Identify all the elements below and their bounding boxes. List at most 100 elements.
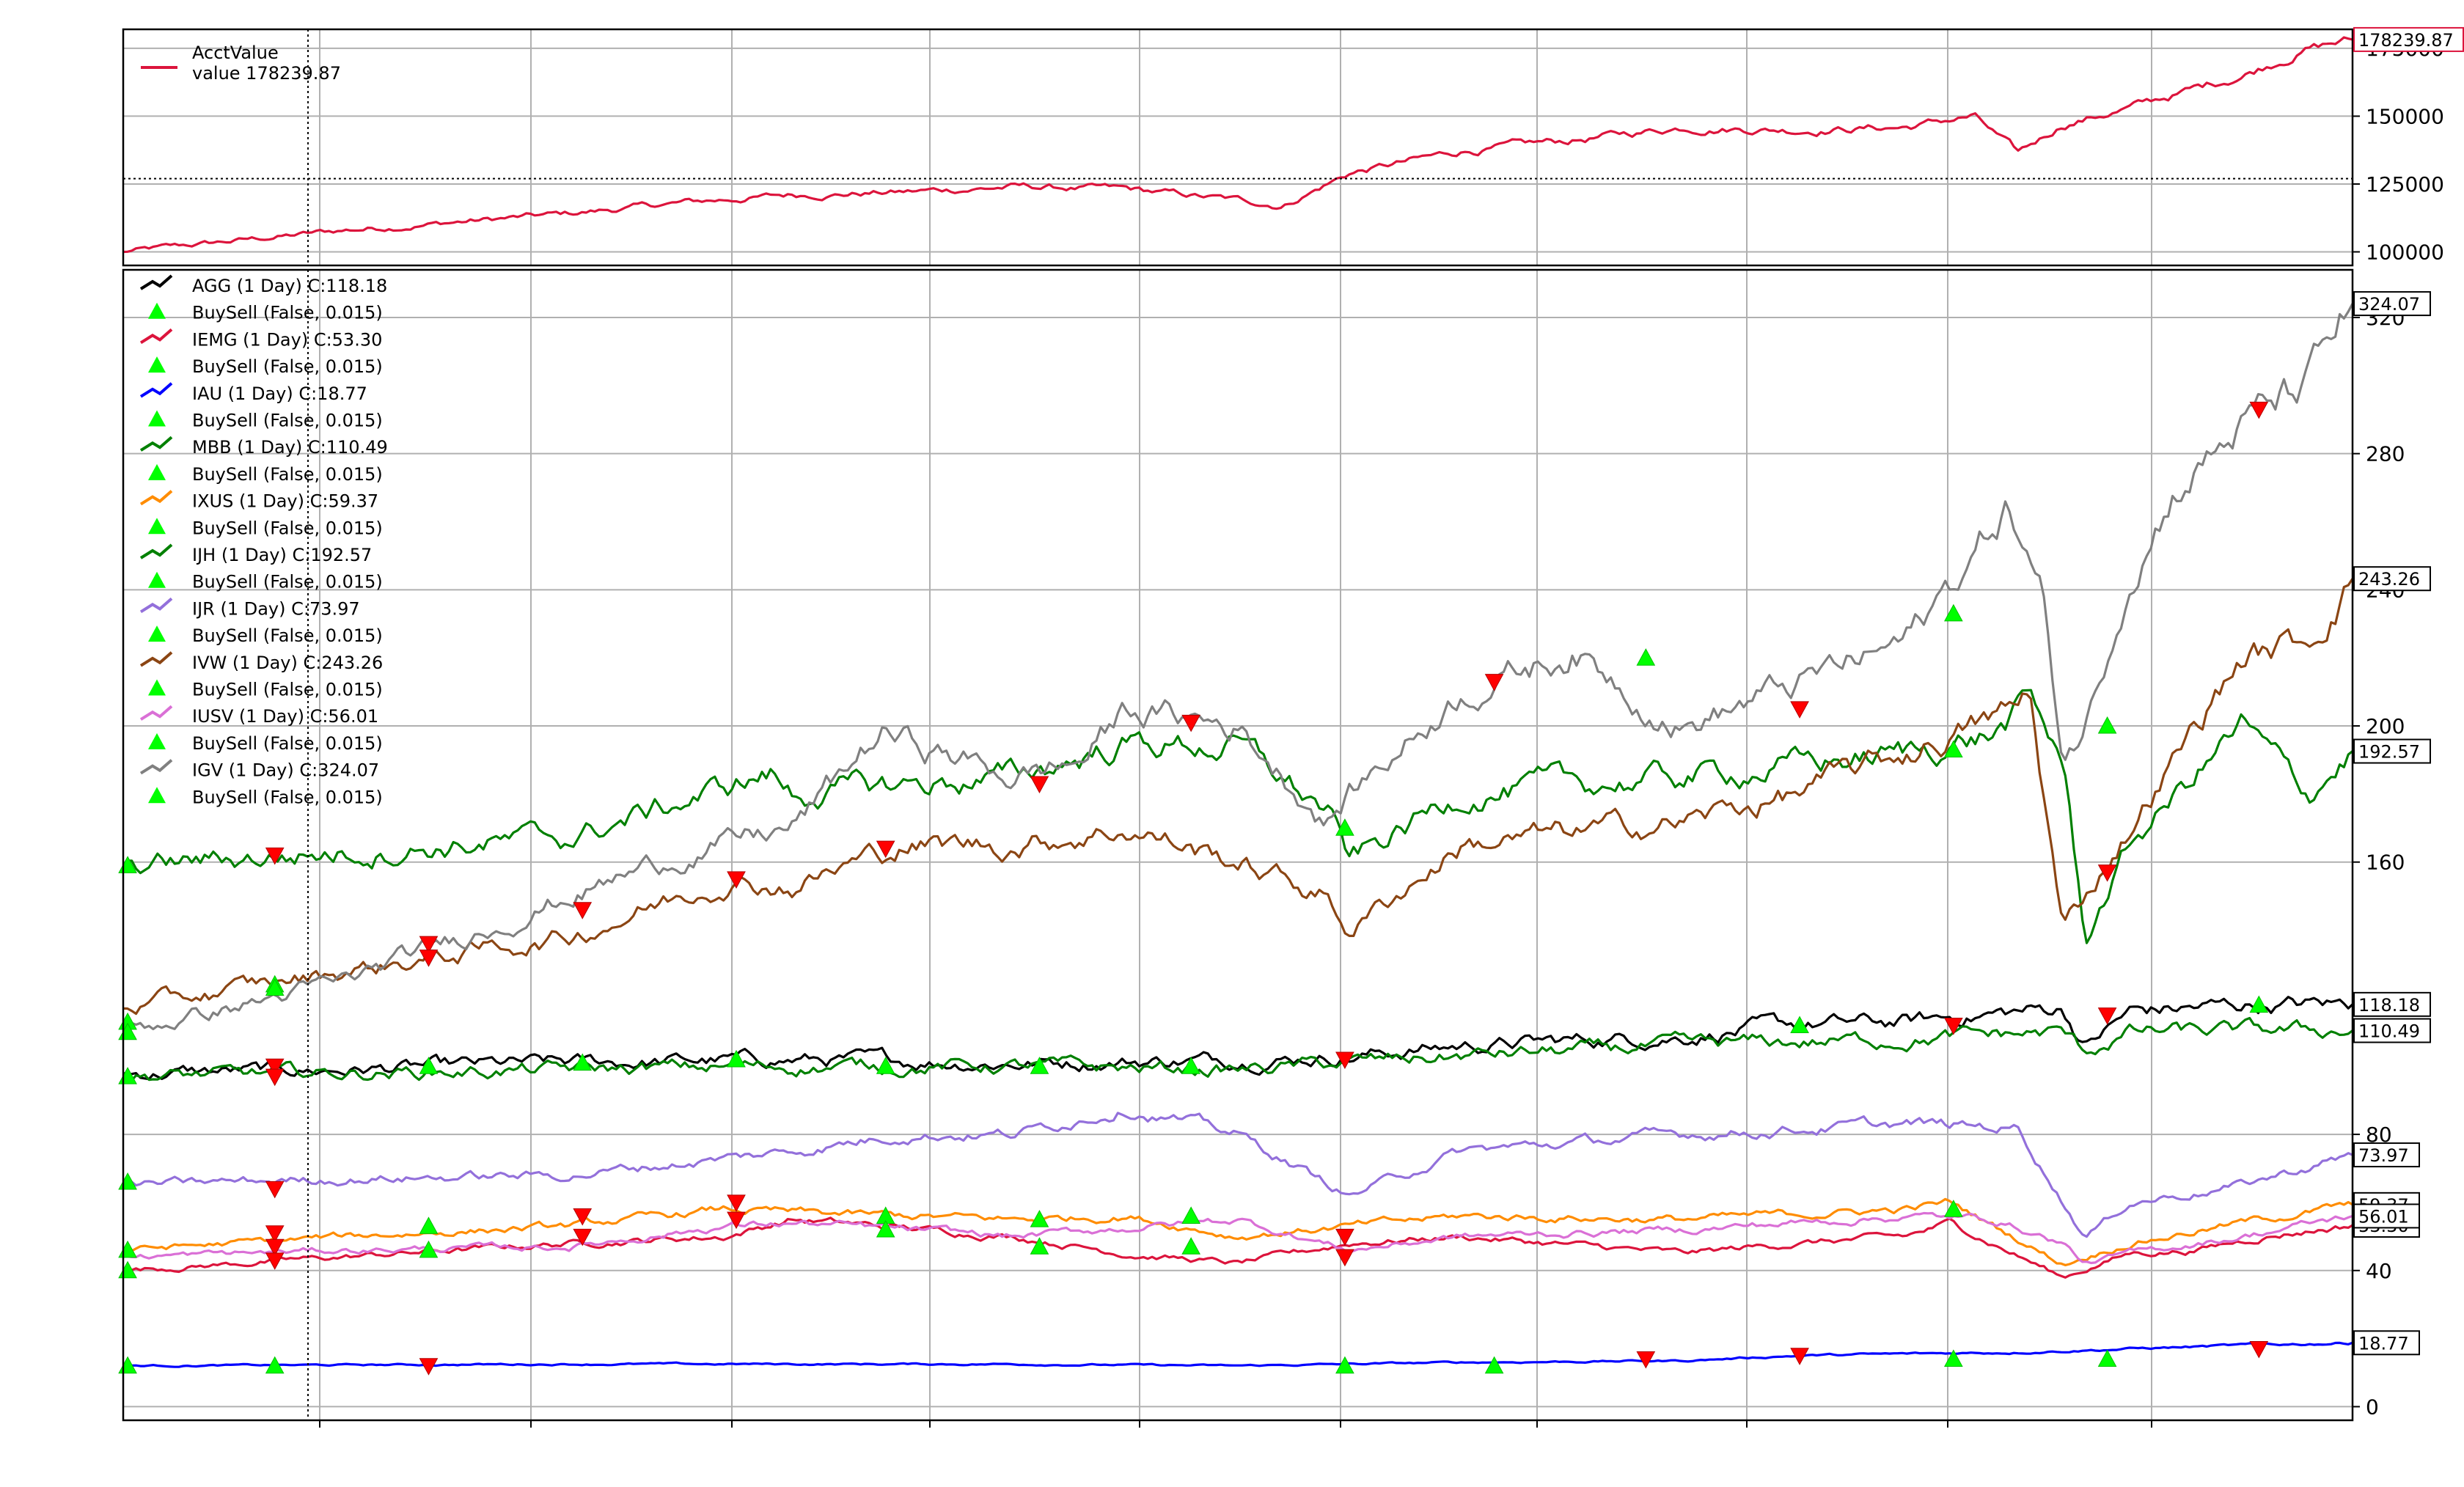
buy-marker xyxy=(1181,1206,1201,1224)
last-value-box xyxy=(2353,26,2464,52)
buy-marker xyxy=(727,1049,746,1068)
last-value-box xyxy=(2353,1330,2420,1356)
sell-marker xyxy=(2097,1007,2117,1025)
buy-marker xyxy=(876,1220,895,1238)
legend-entry: AcctValue xyxy=(192,43,279,63)
buy-marker xyxy=(1484,1356,1504,1374)
legend-buy-symbol xyxy=(148,571,166,588)
last-value-box xyxy=(2353,991,2431,1017)
legend-entry: IAU (1 Day) C:18.77 xyxy=(192,383,367,404)
legend-buy-symbol xyxy=(148,356,166,373)
legend-line-symbol xyxy=(139,543,173,559)
last-value-box xyxy=(2353,1018,2431,1043)
legend-buy-symbol xyxy=(148,733,166,749)
last-value-label: 110.49 xyxy=(2358,1021,2420,1042)
series-line xyxy=(122,689,2353,944)
sell-marker xyxy=(573,902,593,919)
y-tick-label: 125000 xyxy=(2366,172,2444,197)
series-line xyxy=(122,1211,2353,1265)
sell-marker xyxy=(1181,714,1201,733)
y-tick-label: 280 xyxy=(2366,442,2405,466)
sell-marker xyxy=(1335,1051,1354,1069)
buy-sell-markers xyxy=(118,401,2269,1376)
series-line xyxy=(122,996,2354,1081)
legend-entry: BuySell (False, 0.015) xyxy=(192,680,383,700)
last-value-box xyxy=(2353,291,2431,317)
sell-marker xyxy=(265,1225,285,1243)
buy-marker xyxy=(1030,1210,1049,1227)
sell-marker xyxy=(265,1252,285,1270)
sell-marker xyxy=(265,1238,285,1257)
legend-line-symbol xyxy=(139,759,173,775)
sell-marker xyxy=(1030,776,1049,793)
buy-marker xyxy=(1335,818,1354,836)
buy-marker xyxy=(1030,1237,1049,1255)
buy-marker xyxy=(1790,1016,1809,1034)
sell-marker xyxy=(419,1358,439,1376)
legend-entry: BuySell (False, 0.015) xyxy=(192,572,383,592)
sell-marker xyxy=(265,1068,285,1087)
sell-marker xyxy=(1790,701,1809,719)
sell-marker xyxy=(2097,864,2117,882)
y-tick-label: 100000 xyxy=(2366,240,2444,264)
sell-marker xyxy=(727,1194,746,1212)
legend-entry: BuySell (False, 0.015) xyxy=(192,733,383,754)
sell-marker xyxy=(1943,1018,1963,1035)
y-tick-label: 200 xyxy=(2366,714,2405,738)
sell-marker xyxy=(419,936,439,954)
sell-marker xyxy=(573,1208,593,1226)
sell-marker xyxy=(573,1228,593,1246)
sell-marker xyxy=(265,1181,285,1199)
legend-buy-symbol xyxy=(148,679,166,696)
series-line xyxy=(122,36,2353,254)
last-value-label: 118.18 xyxy=(2358,995,2420,1016)
buy-marker xyxy=(1943,603,1963,622)
legend-entry: IXUS (1 Day) C:59.37 xyxy=(192,491,378,512)
legend-entry: BuySell (False, 0.015) xyxy=(192,356,383,377)
sell-marker xyxy=(727,871,746,889)
buy-marker xyxy=(1181,1057,1201,1074)
buy-marker xyxy=(265,978,285,996)
sell-marker xyxy=(1790,1348,1809,1365)
legend-entry: BuySell (False, 0.015) xyxy=(192,411,383,431)
legend-entry: BuySell (False, 0.015) xyxy=(192,787,383,807)
buy-marker xyxy=(1181,1237,1201,1255)
buy-marker xyxy=(2097,716,2117,734)
legend-buy-symbol xyxy=(148,410,166,427)
legend-entry: BuySell (False, 0.015) xyxy=(192,625,383,646)
buy-marker xyxy=(876,1057,895,1074)
last-value-label: 192.57 xyxy=(2358,742,2420,763)
y-tick-label: 40 xyxy=(2366,1259,2392,1283)
legend-entry: BuySell (False, 0.015) xyxy=(192,518,383,538)
buy-marker xyxy=(1335,1356,1354,1374)
legend-line-symbol xyxy=(139,382,173,398)
legend-entry: IEMG (1 Day) C:53.30 xyxy=(192,329,382,350)
series-line xyxy=(122,1112,2353,1238)
legend-line-symbol xyxy=(139,705,173,721)
buy-marker xyxy=(1943,740,1963,758)
buy-marker xyxy=(1943,1200,1963,1217)
legend-buy-symbol xyxy=(148,787,166,804)
sell-marker xyxy=(727,1211,746,1230)
last-value-label: 73.97 xyxy=(2358,1145,2409,1166)
last-value-box xyxy=(2353,1142,2420,1168)
series-line xyxy=(122,303,2354,1033)
legend-entry: IJR (1 Day) C:73.97 xyxy=(192,598,360,619)
legend-entry: BuySell (False, 0.015) xyxy=(192,303,383,323)
y-tick-label: 0 xyxy=(2366,1395,2379,1419)
legend-entry: IUSV (1 Day) C:56.01 xyxy=(192,706,378,727)
sell-marker xyxy=(265,847,285,865)
buy-marker xyxy=(1030,1057,1049,1074)
buy-marker xyxy=(419,1216,439,1234)
buy-marker xyxy=(265,1356,285,1374)
legend-line-symbol xyxy=(139,490,173,506)
buy-marker xyxy=(1943,1349,1963,1367)
legend-entry: AGG (1 Day) C:118.18 xyxy=(192,276,387,296)
sell-marker xyxy=(2249,1341,2269,1359)
legend-line-symbol xyxy=(139,328,173,345)
grid-lines xyxy=(123,29,2353,1420)
last-value-box xyxy=(2353,566,2431,592)
buy-marker xyxy=(2097,1349,2117,1367)
series-lines xyxy=(122,36,2354,1368)
